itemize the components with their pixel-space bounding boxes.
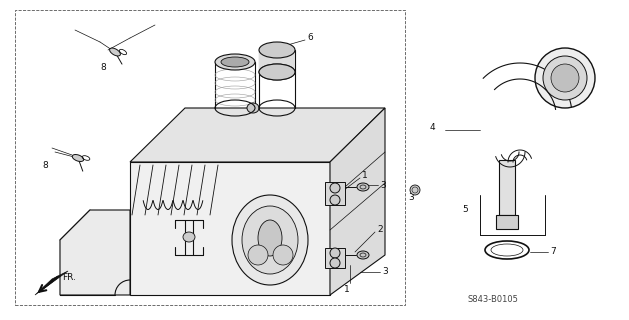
Bar xyxy=(259,50,295,72)
Text: 1: 1 xyxy=(362,172,368,180)
Bar xyxy=(325,248,345,268)
Text: 2: 2 xyxy=(377,226,382,235)
Circle shape xyxy=(535,48,595,108)
Ellipse shape xyxy=(357,183,369,191)
Polygon shape xyxy=(330,108,385,295)
Ellipse shape xyxy=(273,245,293,265)
Ellipse shape xyxy=(221,57,249,67)
Text: 8: 8 xyxy=(100,63,106,73)
Text: 4: 4 xyxy=(430,124,435,132)
Ellipse shape xyxy=(259,64,295,80)
Polygon shape xyxy=(130,108,385,162)
Text: 3: 3 xyxy=(380,180,386,189)
Text: S843-B0105: S843-B0105 xyxy=(468,295,519,305)
Ellipse shape xyxy=(109,48,120,56)
Ellipse shape xyxy=(183,232,195,242)
Ellipse shape xyxy=(259,42,295,58)
Polygon shape xyxy=(60,210,130,295)
Ellipse shape xyxy=(215,54,255,70)
Bar xyxy=(15,10,405,305)
Ellipse shape xyxy=(258,220,282,256)
Ellipse shape xyxy=(242,206,298,274)
Text: 7: 7 xyxy=(550,247,556,257)
Text: 6: 6 xyxy=(307,34,313,43)
Ellipse shape xyxy=(232,195,308,285)
Ellipse shape xyxy=(247,103,259,113)
Ellipse shape xyxy=(259,64,295,80)
Polygon shape xyxy=(35,271,68,295)
Ellipse shape xyxy=(248,245,268,265)
Text: FR.: FR. xyxy=(62,274,76,283)
Ellipse shape xyxy=(72,155,84,162)
Ellipse shape xyxy=(330,248,340,258)
Bar xyxy=(325,182,345,205)
Ellipse shape xyxy=(410,185,420,195)
Ellipse shape xyxy=(330,195,340,205)
Circle shape xyxy=(543,56,587,100)
Text: 8: 8 xyxy=(42,161,48,170)
Ellipse shape xyxy=(330,258,340,268)
Ellipse shape xyxy=(330,183,340,193)
Circle shape xyxy=(551,64,579,92)
Ellipse shape xyxy=(357,251,369,259)
Text: 1: 1 xyxy=(344,285,350,294)
Text: 5: 5 xyxy=(462,205,468,214)
Text: 3: 3 xyxy=(382,268,387,276)
Bar xyxy=(499,160,515,215)
Bar xyxy=(496,215,518,229)
Text: 3: 3 xyxy=(408,194,414,203)
Polygon shape xyxy=(130,162,330,295)
